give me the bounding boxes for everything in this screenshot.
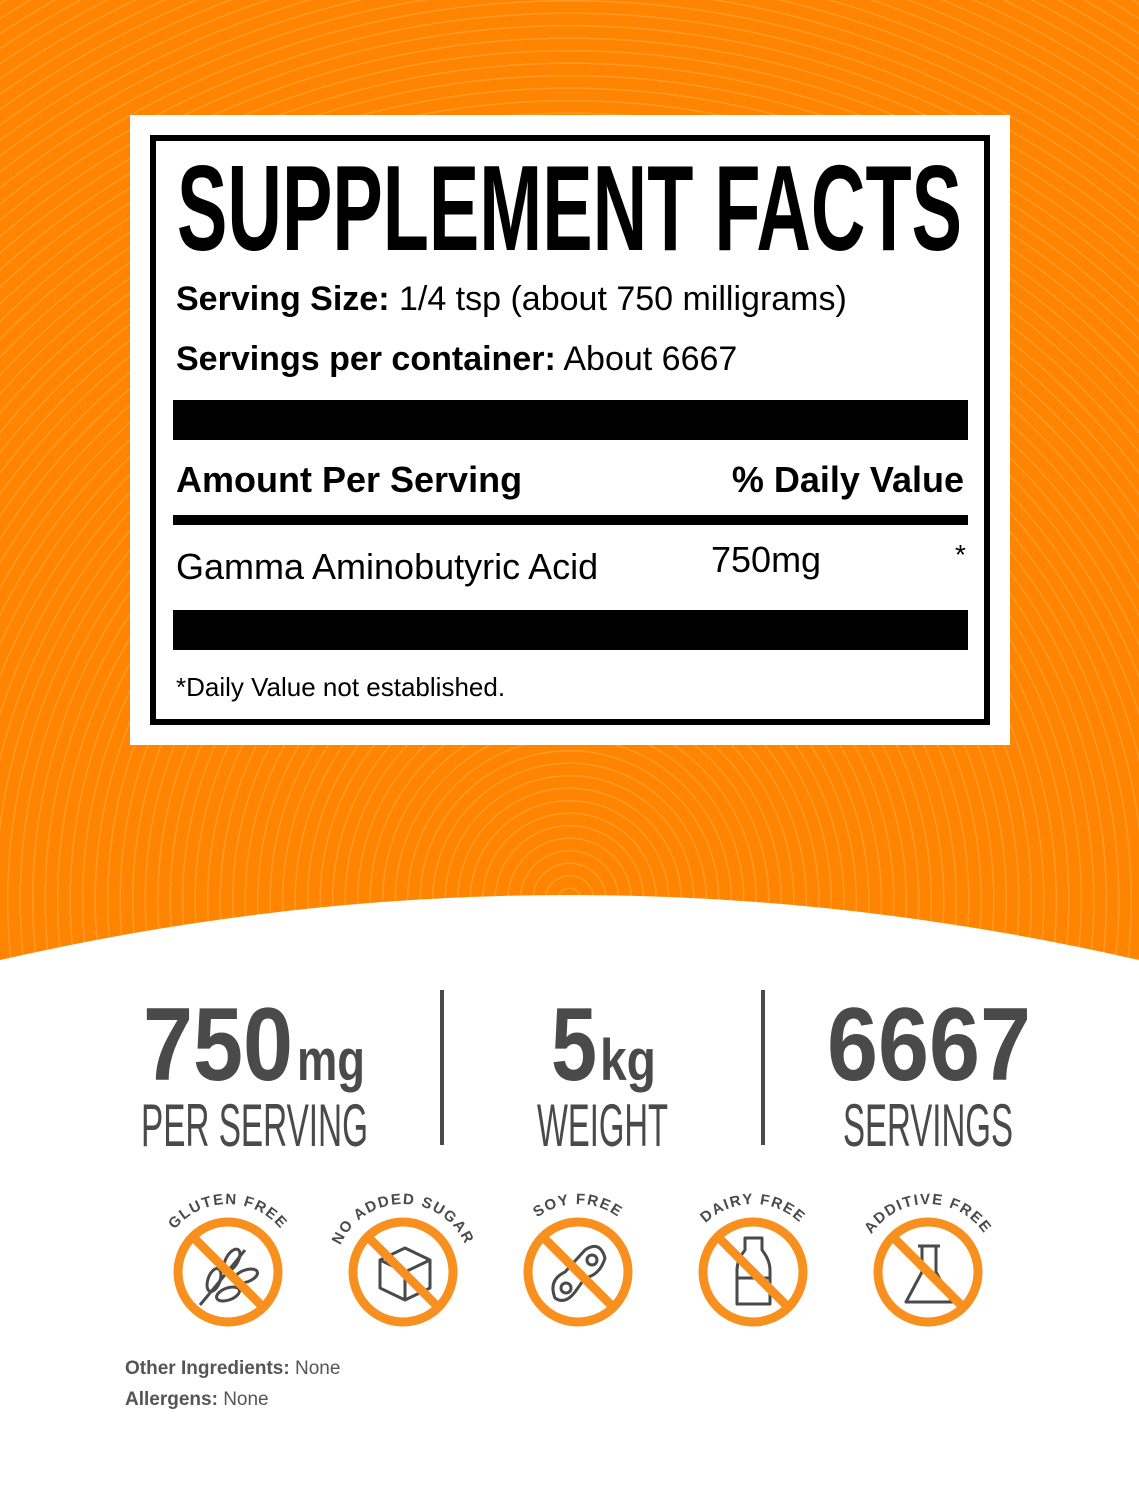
ingredient-amount: 750mg [711,539,822,580]
other-ingredients-label: Other Ingredients: [125,1358,290,1379]
prohibited-icon [523,1217,633,1327]
prohibited-icon [698,1217,808,1327]
stat-caption-per-serving: PER SERVING [141,1092,368,1159]
prohibited-icon [873,1217,983,1327]
label-title: SUPPLEMENT FACTS [177,140,962,270]
label-border [150,135,990,725]
ingredient-name: Gamma Aminobutyric Acid [176,546,599,587]
servings-value: About 6667 [563,340,738,378]
prohibited-icon [348,1217,458,1327]
badges: GLUTEN FREE NO ADDED SUGAR SOY FREE DAIR… [165,1191,995,1327]
wheat-icon [198,1247,259,1306]
allergens-value: None [223,1389,269,1410]
soybean-icon [551,1244,607,1302]
stat-value-servings: 6667 [827,987,1031,1103]
servings-label: Servings per container: [176,340,556,378]
stat-divider [761,990,765,1145]
amount-header: Amount Per Serving [176,459,523,500]
stat-divider [440,990,444,1145]
stat-value-weight: 5 [551,987,597,1103]
header-rule [173,515,968,525]
other-ingredients-value: None [294,1358,341,1379]
serving-size-label: Serving Size: [176,280,390,318]
badge-label-soy-free: SOY FREE [530,1191,626,1221]
stat-unit-per-serving: mg [297,1028,365,1093]
allergens-label: Allergens: [125,1389,218,1410]
stat-value-per-serving: 750 [143,987,293,1103]
daily-value-header: % Daily Value [731,459,964,500]
label-title-svg: SUPPLEMENT FACTS [177,140,962,270]
stat-unit-weight: kg [600,1028,656,1093]
stat-caption-servings: SERVINGS [843,1092,1013,1159]
allergens: Allergens: None [125,1389,269,1411]
stats-svg: 750 mg PER SERVING 5 kg WEIGHT 6667 SERV… [141,987,1031,1159]
stat-caption-weight: WEIGHT [537,1092,668,1159]
other-ingredients: Other Ingredients: None [125,1358,340,1380]
serving-size-value: 1/4 tsp (about 750 milligrams) [398,280,847,318]
servings-row: Servings per container: About 6667 [176,340,737,379]
thick-divider-bottom [173,610,968,650]
badge-label-additive-free: ADDITIVE FREE [861,1191,995,1237]
ingredient-dv: * [955,539,966,570]
prohibited-icon [173,1217,283,1327]
thick-divider [173,400,968,440]
footnote: *Daily Value not established. [176,672,506,702]
serving-size-row: Serving Size: 1/4 tsp (about 750 milligr… [176,280,847,319]
